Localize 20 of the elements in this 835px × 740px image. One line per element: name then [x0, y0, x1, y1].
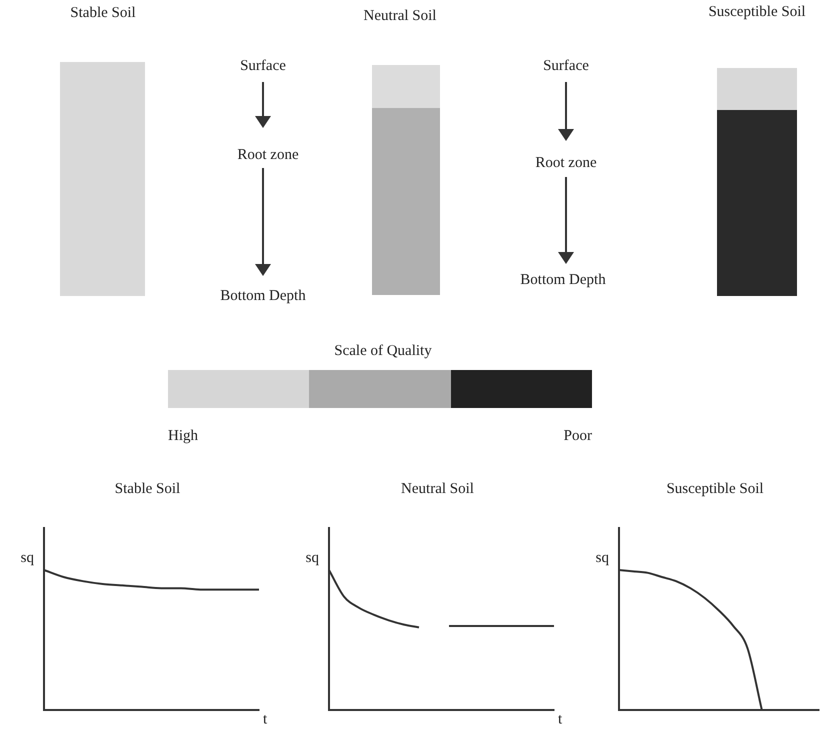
text: Root zone: [236, 146, 300, 165]
text: High: [168, 427, 199, 446]
y-axis-title: sq: [596, 550, 610, 566]
y-axis-title: sq: [306, 550, 320, 566]
text: Susceptible Soil: [707, 3, 807, 22]
x-axis-title: t: [263, 711, 268, 728]
text: Stable Soil: [69, 4, 137, 23]
text: Surface: [239, 57, 287, 76]
chart-title: Susceptible Soil: [666, 480, 764, 497]
text: Root zone: [534, 154, 598, 173]
chart-title: Neutral Soil: [401, 480, 474, 497]
text: Bottom Depth: [219, 287, 307, 306]
text: Poor: [562, 427, 592, 446]
text: Surface: [542, 57, 590, 76]
chart-title: Stable Soil: [114, 480, 180, 497]
text: Scale of Quality: [333, 342, 433, 361]
text: Bottom Depth: [519, 271, 607, 290]
y-axis-title: sq: [20, 550, 34, 566]
text: Neutral Soil: [362, 7, 438, 26]
x-axis-title: t: [558, 711, 563, 728]
